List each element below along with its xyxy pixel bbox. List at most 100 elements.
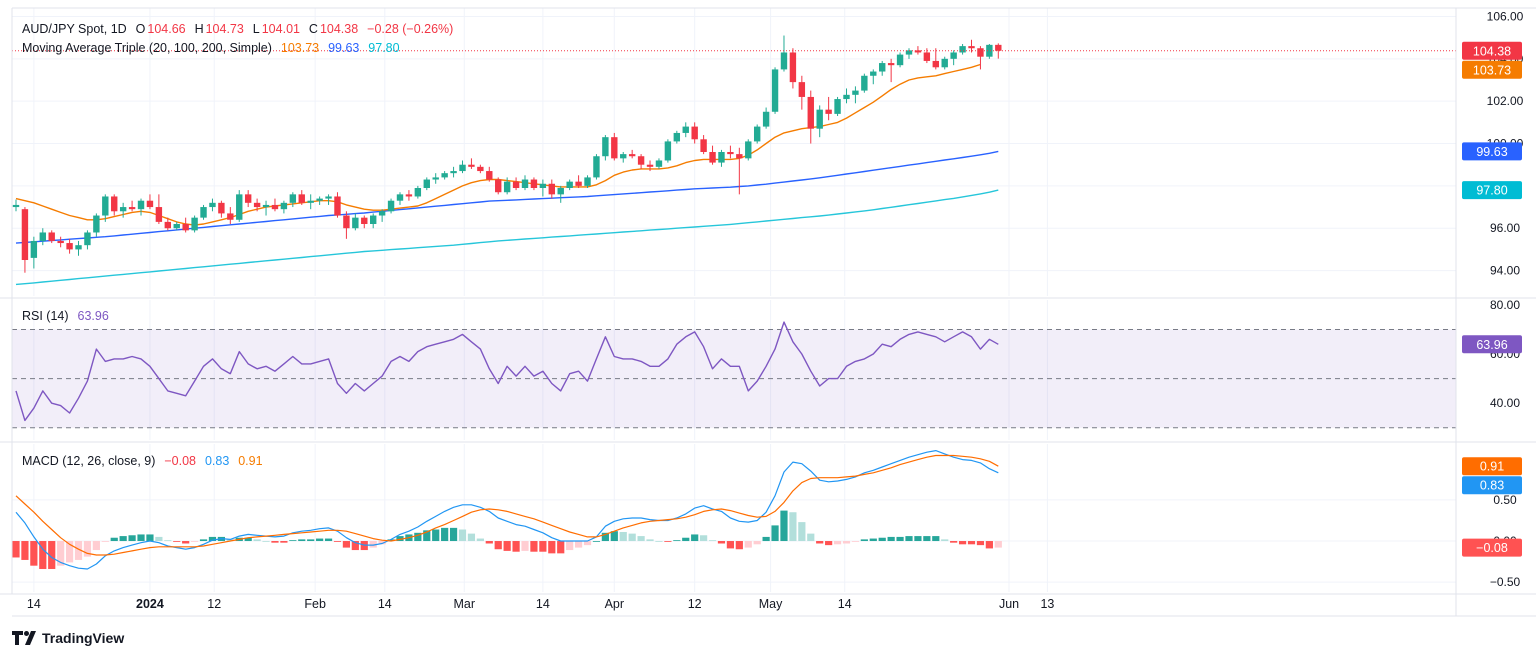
macd-histogram-bar: [539, 541, 547, 552]
ma200-line: [15, 189, 999, 286]
candle-body: [655, 160, 663, 167]
candle-body: [503, 181, 511, 193]
candle-body: [93, 215, 100, 233]
candle-body: [628, 154, 636, 157]
candle-body: [146, 200, 154, 208]
macd-histogram-bar: [628, 533, 636, 542]
candle-body: [334, 196, 341, 216]
macd-histogram-bar: [967, 541, 976, 545]
time-axis-tick-label: 13: [1040, 597, 1054, 611]
candle-body: [468, 164, 475, 167]
candle-body: [227, 213, 234, 220]
candle-body: [405, 194, 413, 197]
candle-body: [209, 202, 216, 208]
macd-histogram-bar: [851, 541, 860, 542]
rsi-axis-tick-label: 80.00: [1490, 298, 1520, 312]
macd-histogram-bar: [923, 536, 931, 542]
candle-body: [244, 194, 252, 203]
candle-body: [387, 200, 395, 212]
macd-histogram-bar: [280, 541, 288, 543]
candle-body: [584, 177, 591, 186]
price-value-label: 99.63: [1476, 145, 1507, 159]
macd-line: [15, 450, 999, 570]
tradingview-brand[interactable]: TradingView: [12, 630, 124, 646]
macd-signal-label-bg: [1462, 457, 1522, 476]
macd-histogram-bar: [807, 533, 815, 542]
candle-body: [486, 171, 493, 180]
time-axis-tick-label: 14: [378, 597, 392, 611]
candle-body: [57, 240, 64, 244]
macd-histogram-bar: [119, 536, 127, 542]
macd-histogram-bar: [557, 541, 565, 554]
macd-histogram-bar: [646, 539, 654, 542]
tradingview-logo-icon: [12, 631, 36, 645]
candle-body: [66, 243, 73, 250]
macd-histogram-bar: [700, 535, 708, 542]
change-value: −0.28 (−0.26%): [367, 22, 454, 36]
macd-histogram-bar: [92, 541, 100, 551]
candle-body: [307, 200, 314, 203]
macd-hist-label-bg: [1462, 538, 1522, 557]
macd-histogram-bar: [307, 539, 315, 542]
macd-histogram-bar: [30, 541, 38, 566]
candle-body: [914, 50, 922, 53]
low-value: 104.01: [261, 22, 300, 36]
macd-histogram-bar: [226, 539, 234, 542]
candle-body: [262, 204, 270, 208]
time-axis-tick-label: Jun: [999, 597, 1019, 611]
candle-body: [459, 164, 466, 172]
candle-body: [137, 200, 145, 210]
candle-body: [512, 181, 520, 188]
macd-histogram-bar: [128, 535, 136, 542]
macd-histogram-bar: [182, 541, 190, 544]
price-value-label: 103.73: [1473, 63, 1511, 77]
macd-hist-label: −0.08: [1476, 541, 1508, 555]
candle-body: [879, 63, 886, 72]
candle-body: [593, 156, 600, 178]
candle-body: [566, 181, 573, 188]
macd-histogram-bar: [950, 541, 958, 543]
macd-histogram-bar: [914, 536, 922, 542]
time-axis-tick-label: 12: [207, 597, 221, 611]
time-axis-tick-label: Apr: [605, 597, 624, 611]
macd-histogram-bar: [664, 541, 672, 542]
rsi-axis-tick-label: 40.00: [1490, 396, 1520, 410]
macd-histogram-bar: [74, 541, 83, 560]
ma100-line-group: [15, 150, 999, 244]
rsi-value-label: 63.96: [1476, 338, 1507, 352]
macd-histogram-bar: [985, 541, 993, 549]
macd-histogram-bar: [816, 541, 824, 544]
macd-axis-tick-label: 0.50: [1493, 493, 1517, 507]
candle-body: [745, 141, 752, 159]
candle-body: [539, 183, 547, 188]
candle-body: [378, 211, 386, 216]
price-axis-tick-label: 96.00: [1490, 221, 1520, 235]
macd-histogram-bar: [476, 538, 484, 542]
macd-histogram-bar: [396, 536, 404, 542]
macd-histogram-bar: [378, 541, 386, 545]
candle-body: [75, 245, 82, 250]
candle-body: [343, 215, 350, 229]
candle-body: [325, 196, 332, 199]
ma100-line: [15, 150, 999, 244]
candle-body: [932, 60, 939, 68]
ma20-value: 103.73: [280, 41, 320, 55]
macd-histogram-bar: [610, 531, 618, 542]
macd-value-label-bg: [1462, 476, 1522, 495]
macd-histogram-bar: [753, 541, 761, 545]
macd-histogram-bar: [566, 541, 574, 551]
macd-histogram-bar: [316, 538, 324, 542]
macd-signal-label: 0.91: [1480, 460, 1504, 474]
candle-body: [753, 126, 761, 142]
open-label: O: [135, 22, 146, 36]
candle-body: [432, 177, 439, 180]
rsi-band: [12, 328, 1456, 429]
symbol-legend: AUD/JPY Spot, 1D O 104.66 H 104.73 L 104.01…: [22, 22, 455, 36]
pane-separators: [0, 7, 1536, 617]
macd-histogram-bar: [503, 541, 511, 551]
candle-body: [986, 44, 993, 57]
macd-histogram-bar: [423, 530, 431, 542]
candle-body: [682, 126, 689, 133]
macd-histogram-bar: [655, 541, 663, 542]
